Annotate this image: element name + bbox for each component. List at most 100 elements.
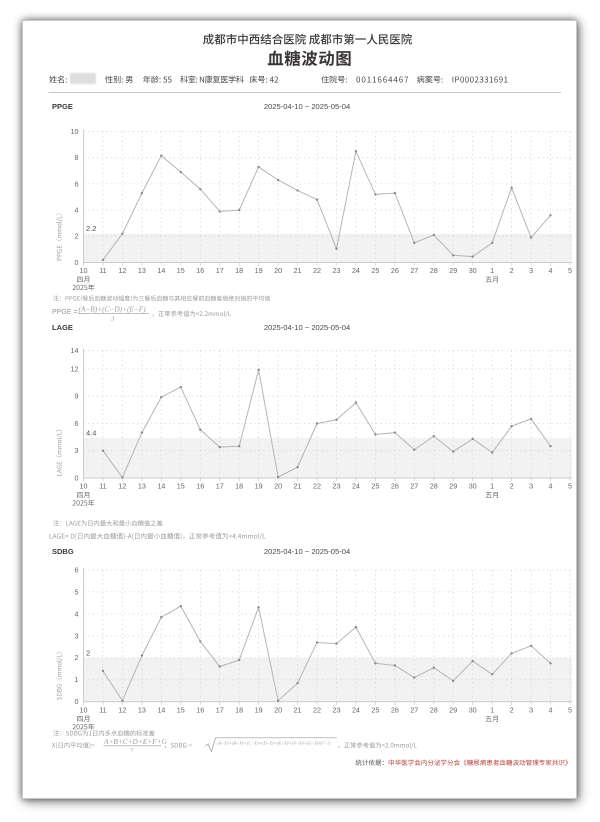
- svg-text:23: 23: [332, 266, 340, 275]
- svg-text:12: 12: [118, 705, 126, 714]
- svg-text:28: 28: [430, 266, 438, 275]
- svg-text:21: 21: [294, 705, 302, 714]
- svg-text:2: 2: [75, 232, 79, 241]
- svg-text:6: 6: [75, 565, 79, 574]
- svg-text:27: 27: [410, 705, 418, 714]
- svg-text:0: 0: [75, 473, 79, 482]
- svg-text:16: 16: [196, 482, 204, 491]
- svg-text:2: 2: [510, 705, 514, 714]
- svg-text:1: 1: [490, 266, 494, 275]
- svg-text:1: 1: [490, 482, 494, 491]
- svg-text:20: 20: [274, 705, 282, 714]
- svg-text:19: 19: [255, 266, 263, 275]
- svg-text:3: 3: [75, 446, 79, 455]
- svg-text:19: 19: [255, 705, 263, 714]
- svg-text:22: 22: [313, 482, 321, 491]
- svg-text:13: 13: [138, 482, 146, 491]
- svg-text:2: 2: [510, 482, 514, 491]
- svg-text:18: 18: [235, 266, 243, 275]
- svg-text:3: 3: [529, 266, 533, 275]
- svg-text:2: 2: [510, 266, 514, 275]
- svg-text:12: 12: [118, 266, 126, 275]
- svg-text:14: 14: [157, 705, 165, 714]
- svg-text:30: 30: [469, 482, 477, 491]
- svg-text:8: 8: [75, 153, 79, 162]
- svg-text:12: 12: [118, 482, 126, 491]
- svg-text:2: 2: [86, 648, 90, 657]
- svg-text:4: 4: [549, 266, 553, 275]
- svg-text:(A−B)+(C−D)+(E−F): (A−B)+(C−D)+(E−F): [79, 305, 147, 314]
- svg-text:3: 3: [529, 705, 533, 714]
- svg-text:LAGE: LAGE: [52, 323, 73, 332]
- svg-text:4.4: 4.4: [86, 429, 96, 438]
- svg-text:2.2: 2.2: [86, 224, 96, 233]
- svg-text:3: 3: [529, 482, 533, 491]
- svg-text:30: 30: [469, 266, 477, 275]
- svg-text:10: 10: [71, 127, 79, 136]
- svg-text:6: 6: [75, 419, 79, 428]
- svg-text:19: 19: [255, 482, 263, 491]
- svg-text:5: 5: [568, 482, 572, 491]
- svg-text:28: 28: [430, 705, 438, 714]
- svg-text:1: 1: [75, 675, 79, 684]
- svg-text:0: 0: [75, 697, 79, 706]
- svg-text:(A−X)²+(B−X)²+(C−X)²+(D−X)²+(E: (A−X)²+(B−X)²+(C−X)²+(D−X)²+(E−X)²+(F−X)…: [218, 741, 332, 746]
- svg-text:23: 23: [332, 482, 340, 491]
- svg-text:A+B+C+D+E+F+G: A+B+C+D+E+F+G: [103, 737, 168, 746]
- svg-text:16: 16: [196, 266, 204, 275]
- svg-text:25: 25: [371, 705, 379, 714]
- svg-text:4: 4: [549, 482, 553, 491]
- svg-text:18: 18: [235, 482, 243, 491]
- svg-text:11: 11: [99, 482, 106, 491]
- svg-text:4: 4: [75, 609, 79, 618]
- svg-text:15: 15: [177, 705, 185, 714]
- svg-text:4: 4: [75, 206, 79, 215]
- svg-text:10: 10: [80, 482, 88, 491]
- svg-text:26: 26: [391, 705, 399, 714]
- svg-text:14: 14: [71, 346, 79, 355]
- svg-text:30: 30: [469, 705, 477, 714]
- svg-text:PPGE =: PPGE =: [52, 309, 77, 316]
- svg-text:1: 1: [490, 705, 494, 714]
- svg-text:PPGE: PPGE: [52, 102, 73, 111]
- svg-text:14: 14: [157, 482, 165, 491]
- svg-text:9: 9: [75, 392, 79, 401]
- svg-text:20: 20: [274, 266, 282, 275]
- svg-text:0: 0: [75, 258, 79, 267]
- svg-text:27: 27: [410, 266, 418, 275]
- svg-text:29: 29: [449, 266, 457, 275]
- svg-text:26: 26: [391, 266, 399, 275]
- svg-text:29: 29: [449, 482, 457, 491]
- svg-text:28: 28: [430, 482, 438, 491]
- svg-text:24: 24: [352, 482, 360, 491]
- svg-text:15: 15: [177, 266, 185, 275]
- svg-text:17: 17: [216, 482, 224, 491]
- svg-text:22: 22: [313, 266, 321, 275]
- svg-text:7: 7: [130, 748, 134, 755]
- svg-text:13: 13: [138, 705, 146, 714]
- svg-text:2025-04-10 ~ 2025-05-04: 2025-04-10 ~ 2025-05-04: [264, 102, 350, 111]
- svg-text:24: 24: [352, 705, 360, 714]
- svg-text:3: 3: [110, 316, 115, 323]
- svg-text:17: 17: [216, 266, 224, 275]
- svg-text:4: 4: [549, 705, 553, 714]
- svg-text:2025-04-10 ~ 2025-05-04: 2025-04-10 ~ 2025-05-04: [264, 547, 350, 556]
- svg-text:5: 5: [568, 266, 572, 275]
- svg-text:6: 6: [75, 179, 79, 188]
- svg-text:2: 2: [75, 653, 79, 662]
- svg-text:26: 26: [391, 482, 399, 491]
- svg-text:24: 24: [352, 266, 360, 275]
- svg-text:SDBG: SDBG: [52, 547, 74, 556]
- svg-text:11: 11: [99, 705, 106, 714]
- svg-text:12: 12: [71, 364, 79, 373]
- svg-text:18: 18: [235, 705, 243, 714]
- svg-text:10: 10: [80, 266, 88, 275]
- svg-text:14: 14: [157, 266, 165, 275]
- svg-text:10: 10: [80, 705, 88, 714]
- svg-text:5: 5: [75, 587, 79, 596]
- svg-text:20: 20: [274, 482, 282, 491]
- svg-text:22: 22: [313, 705, 321, 714]
- svg-text:3: 3: [75, 631, 79, 640]
- svg-text:11: 11: [99, 266, 106, 275]
- svg-text:17: 17: [216, 705, 224, 714]
